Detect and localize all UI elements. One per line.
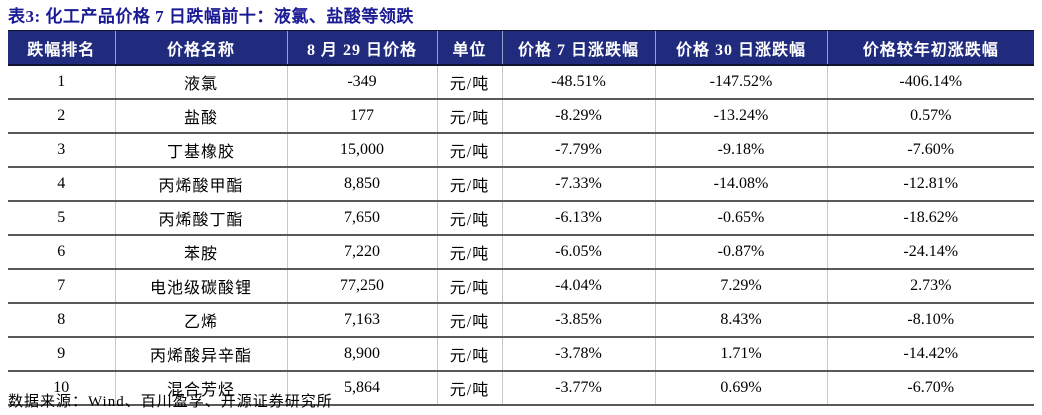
cell-price: 8,850 [286, 167, 437, 202]
table-row: 5 丙烯酸丁酯 7,650 元/吨 -6.13% -0.65% -18.62% [8, 201, 1034, 236]
table-row: 7 电池级碳酸锂 77,250 元/吨 -4.04% 7.29% 2.73% [8, 269, 1034, 304]
header-rank: 跌幅排名 [8, 30, 115, 66]
table-row: 8 乙烯 7,163 元/吨 -3.85% 8.43% -8.10% [8, 303, 1034, 338]
cell-chg-ytd: -12.81% [826, 167, 1034, 202]
cell-chg7: -3.78% [501, 337, 655, 372]
cell-price: 77,250 [286, 269, 437, 304]
header-chg30: 价格 30 日涨跌幅 [654, 30, 827, 66]
cell-unit: 元/吨 [436, 201, 502, 236]
cell-name: 混合芳烃 [114, 371, 287, 406]
cell-unit: 元/吨 [436, 167, 502, 202]
cell-chg-ytd: -6.70% [826, 371, 1034, 406]
cell-chg7: -4.04% [501, 269, 655, 304]
cell-chg30: -147.52% [654, 65, 827, 100]
cell-chg30: -0.65% [654, 201, 827, 236]
cell-name: 丙烯酸甲酯 [114, 167, 287, 202]
cell-unit: 元/吨 [436, 303, 502, 338]
table-body: 1 液氯 -349 元/吨 -48.51% -147.52% -406.14% … [8, 65, 1034, 406]
cell-rank: 10 [8, 371, 115, 406]
cell-unit: 元/吨 [436, 269, 502, 304]
header-chg-ytd: 价格较年初涨跌幅 [826, 30, 1034, 66]
cell-unit: 元/吨 [436, 235, 502, 270]
cell-name: 盐酸 [114, 99, 287, 134]
cell-chg30: 0.69% [654, 371, 827, 406]
cell-rank: 6 [8, 235, 115, 270]
cell-name: 丁基橡胶 [114, 133, 287, 168]
cell-unit: 元/吨 [436, 65, 502, 100]
cell-chg30: 7.29% [654, 269, 827, 304]
cell-chg30: 1.71% [654, 337, 827, 372]
table-row: 6 苯胺 7,220 元/吨 -6.05% -0.87% -24.14% [8, 235, 1034, 270]
header-price: 8 月 29 日价格 [286, 30, 437, 66]
table-row: 9 丙烯酸异辛酯 8,900 元/吨 -3.78% 1.71% -14.42% [8, 337, 1034, 372]
cell-rank: 7 [8, 269, 115, 304]
cell-rank: 4 [8, 167, 115, 202]
cell-chg-ytd: -14.42% [826, 337, 1034, 372]
cell-price: 5,864 [286, 371, 437, 406]
cell-name: 液氯 [114, 65, 287, 100]
cell-chg-ytd: -18.62% [826, 201, 1034, 236]
cell-chg30: -9.18% [654, 133, 827, 168]
cell-price: -349 [286, 65, 437, 100]
cell-price: 15,000 [286, 133, 437, 168]
cell-chg-ytd: -7.60% [826, 133, 1034, 168]
cell-chg7: -3.77% [501, 371, 655, 406]
cell-rank: 1 [8, 65, 115, 100]
cell-chg30: 8.43% [654, 303, 827, 338]
cell-chg-ytd: -406.14% [826, 65, 1034, 100]
cell-chg-ytd: 2.73% [826, 269, 1034, 304]
cell-rank: 8 [8, 303, 115, 338]
table-header-row: 跌幅排名 价格名称 8 月 29 日价格 单位 价格 7 日涨跌幅 价格 30 … [8, 30, 1034, 66]
cell-chg7: -48.51% [501, 65, 655, 100]
cell-chg7: -7.33% [501, 167, 655, 202]
data-source-note: 数据来源：Wind、百川盈孚、开源证券研究所 [8, 394, 333, 410]
cell-name: 丙烯酸丁酯 [114, 201, 287, 236]
cell-name: 苯胺 [114, 235, 287, 270]
cell-name: 乙烯 [114, 303, 287, 338]
table-row: 3 丁基橡胶 15,000 元/吨 -7.79% -9.18% -7.60% [8, 133, 1034, 168]
cell-rank: 9 [8, 337, 115, 372]
cell-name: 电池级碳酸锂 [114, 269, 287, 304]
header-name: 价格名称 [114, 30, 287, 66]
cell-chg-ytd: -24.14% [826, 235, 1034, 270]
header-unit: 单位 [436, 30, 502, 66]
cell-rank: 2 [8, 99, 115, 134]
cell-unit: 元/吨 [436, 133, 502, 168]
cell-price: 7,163 [286, 303, 437, 338]
cell-chg7: -6.05% [501, 235, 655, 270]
cell-chg30: -0.87% [654, 235, 827, 270]
cell-unit: 元/吨 [436, 371, 502, 406]
table-title: 表3: 化工产品价格 7 日跌幅前十：液氯、盐酸等领跌 [8, 7, 414, 26]
cell-chg-ytd: 0.57% [826, 99, 1034, 134]
table-row: 1 液氯 -349 元/吨 -48.51% -147.52% -406.14% [8, 65, 1034, 100]
cell-chg7: -3.85% [501, 303, 655, 338]
cell-chg7: -8.29% [501, 99, 655, 134]
cell-name: 丙烯酸异辛酯 [114, 337, 287, 372]
cell-price: 8,900 [286, 337, 437, 372]
cell-chg30: -13.24% [654, 99, 827, 134]
cell-price: 7,650 [286, 201, 437, 236]
cell-unit: 元/吨 [436, 99, 502, 134]
table-row: 10 混合芳烃 5,864 元/吨 -3.77% 0.69% -6.70% [8, 371, 1034, 406]
header-chg7: 价格 7 日涨跌幅 [501, 30, 655, 66]
cell-chg-ytd: -8.10% [826, 303, 1034, 338]
cell-price: 7,220 [286, 235, 437, 270]
cell-unit: 元/吨 [436, 337, 502, 372]
cell-price: 177 [286, 99, 437, 134]
cell-chg30: -14.08% [654, 167, 827, 202]
table-row: 2 盐酸 177 元/吨 -8.29% -13.24% 0.57% [8, 99, 1034, 134]
cell-chg7: -7.79% [501, 133, 655, 168]
price-decline-table: 跌幅排名 价格名称 8 月 29 日价格 单位 价格 7 日涨跌幅 价格 30 … [8, 30, 1034, 406]
cell-chg7: -6.13% [501, 201, 655, 236]
cell-rank: 5 [8, 201, 115, 236]
table-row: 4 丙烯酸甲酯 8,850 元/吨 -7.33% -14.08% -12.81% [8, 167, 1034, 202]
cell-rank: 3 [8, 133, 115, 168]
